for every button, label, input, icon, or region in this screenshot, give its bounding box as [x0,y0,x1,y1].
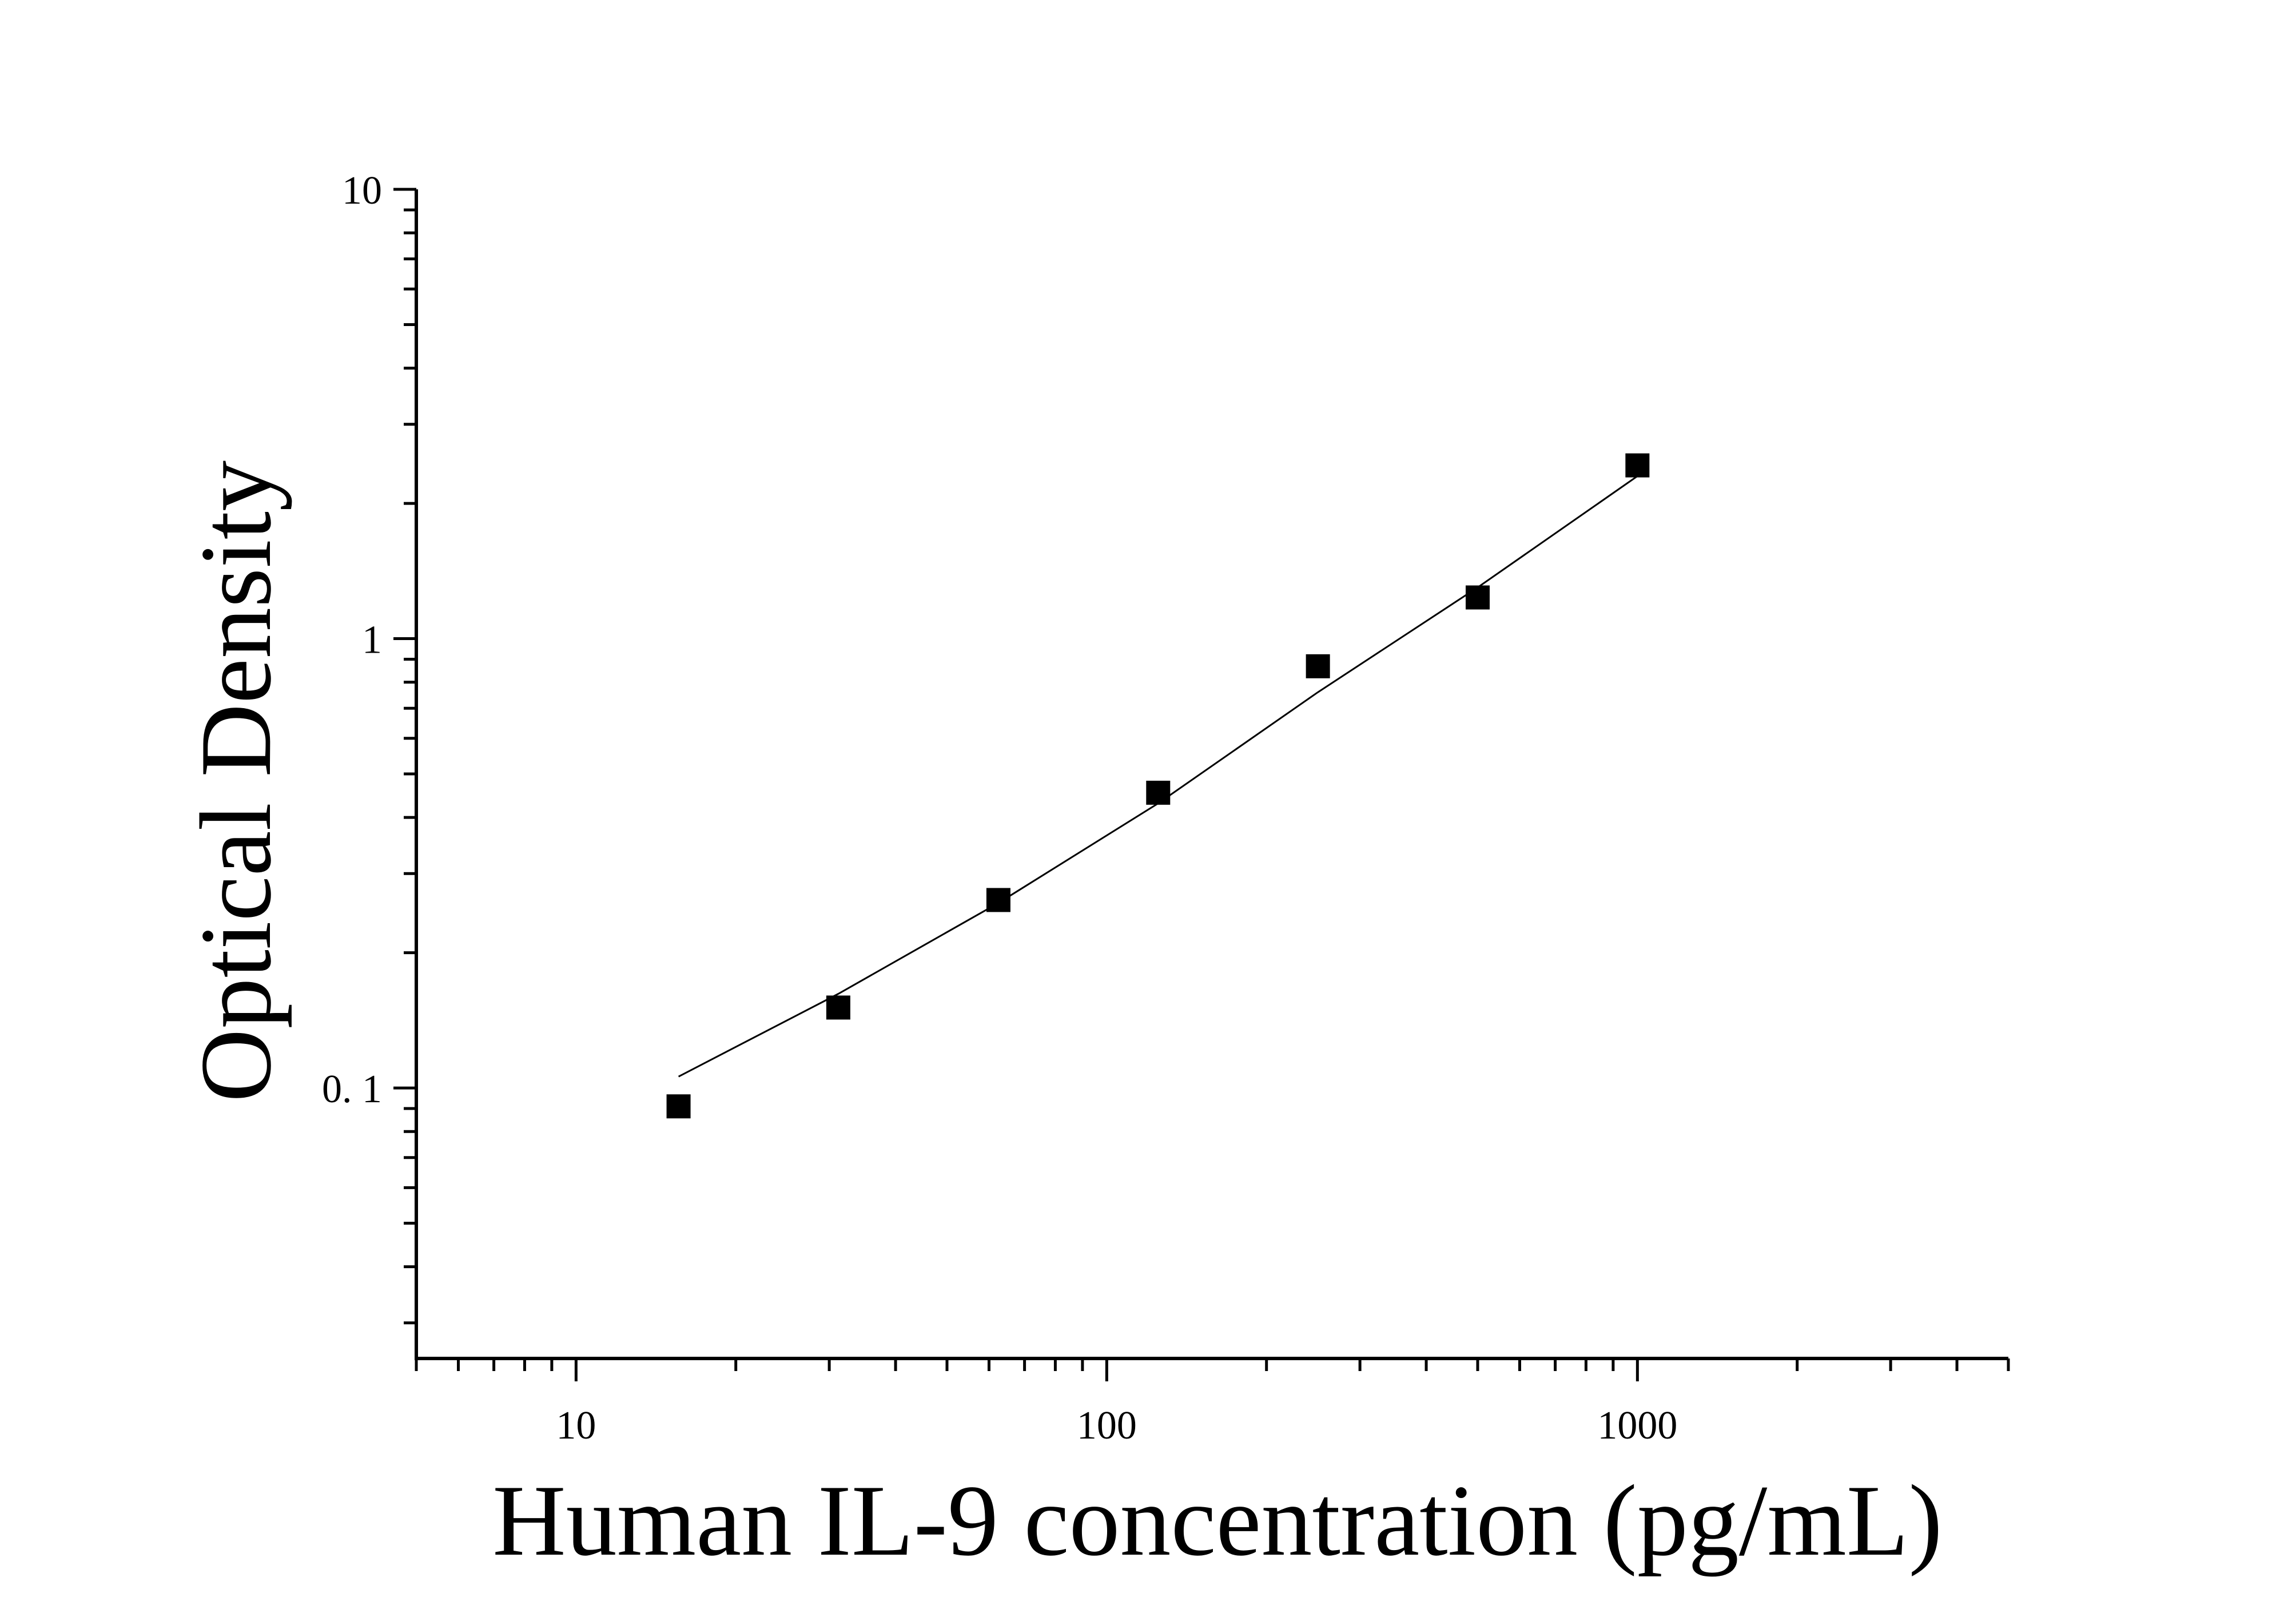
x-tick-label: 1000 [1597,1404,1677,1448]
data-point [1306,654,1330,678]
x-axis-title: Human IL-9 concentration (pg/mL) [492,1464,1943,1577]
data-point [1146,780,1171,805]
major-ticks [393,188,1639,1381]
y-tick-label: 1 [362,618,382,662]
data-point [986,888,1010,912]
x-tick-label: 10 [556,1404,596,1448]
data-points [666,453,1650,1119]
x-tick-labels: 10 100 1000 [556,1404,1677,1448]
x-tick-label: 100 [1077,1404,1137,1448]
data-point [826,995,850,1020]
minor-ticks [404,208,2010,1371]
y-axis-title: Optical Density [179,460,292,1102]
y-tick-label: 10 [342,169,382,213]
y-tick-labels: 0. 1 1 10 [322,169,382,1111]
data-point [1625,453,1650,478]
y-tick-label: 0. 1 [322,1067,382,1111]
data-point [666,1094,691,1119]
data-point [1466,585,1490,610]
fit-curve [678,475,1638,1078]
